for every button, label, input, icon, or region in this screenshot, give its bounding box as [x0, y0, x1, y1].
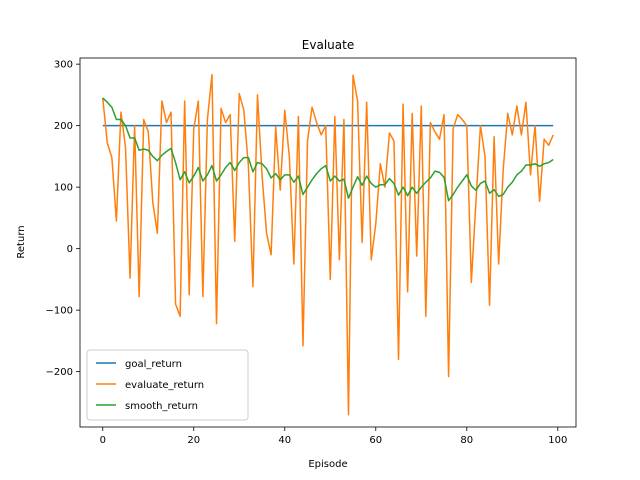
- series-layer: [102, 73, 554, 416]
- y-tick-label: −200: [46, 367, 73, 378]
- x-tick-label: 40: [278, 435, 291, 446]
- x-axis-label: Episode: [308, 459, 347, 470]
- x-tick-label: 20: [187, 435, 200, 446]
- legend-label-goal_return: goal_return: [125, 359, 182, 370]
- legend: goal_return evaluate_return smooth_return: [86, 349, 249, 421]
- y-tick-label: 200: [54, 121, 73, 132]
- x-tick-label: 60: [369, 435, 382, 446]
- series-line-evaluate_return: [102, 73, 554, 416]
- chart-title: Evaluate: [302, 38, 354, 52]
- y-axis-label: Return: [16, 225, 27, 258]
- legend-label-smooth_return: smooth_return: [125, 401, 198, 412]
- y-tick-label: 300: [54, 60, 73, 71]
- x-tick-label: 0: [100, 435, 106, 446]
- y-tick-label: 100: [54, 183, 73, 194]
- y-tick-label: −100: [46, 306, 73, 317]
- legend-label-evaluate_return: evaluate_return: [125, 380, 204, 391]
- x-tick-label: 80: [460, 435, 473, 446]
- y-tick-label: 0: [67, 244, 73, 255]
- ticks-layer: 0 20 40 60 80 100 −200 −100 0 100 200 300: [46, 60, 568, 446]
- series-line-smooth_return: [102, 97, 554, 202]
- legend-box: [86, 349, 249, 421]
- x-tick-label: 100: [548, 435, 567, 446]
- plot-frame: [79, 57, 577, 428]
